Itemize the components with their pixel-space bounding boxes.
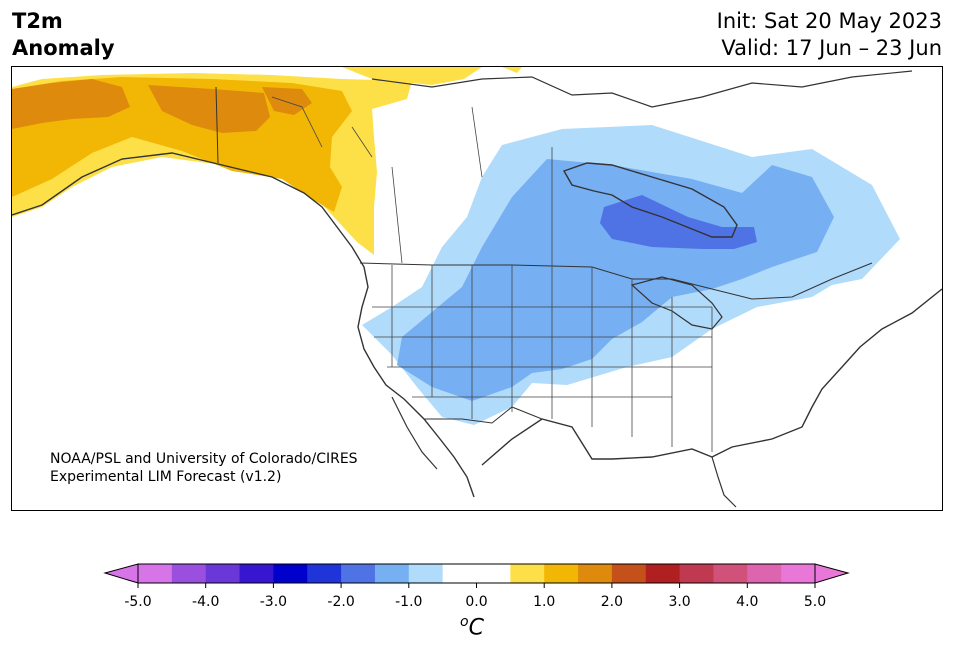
alaska-border xyxy=(215,86,219,164)
forecast-dates: Init: Sat 20 May 2023 Valid: 17 Jun – 23… xyxy=(717,8,942,62)
colorbar-bin xyxy=(374,564,410,583)
colorbar-units: oC xyxy=(460,614,484,640)
colorbar-tick-label: 5.0 xyxy=(804,594,826,610)
colorbar-under-arrow xyxy=(103,563,139,584)
colorbar-tick-label: -5.0 xyxy=(124,594,151,610)
init-date: Init: Sat 20 May 2023 xyxy=(716,9,942,33)
title-variable: T2m xyxy=(12,9,63,33)
cool-anomaly-2 xyxy=(397,159,834,401)
colorbar-bin xyxy=(781,564,816,583)
colorbar-tick-label: 0.0 xyxy=(465,594,487,610)
attribution-line-1: NOAA/PSL and University of Colorado/CIRE… xyxy=(50,451,358,467)
hudson-bay xyxy=(562,162,738,238)
warm-anomaly-4 xyxy=(148,85,270,133)
cool-anomaly-3 xyxy=(600,195,757,249)
colorbar-bin xyxy=(713,564,748,583)
colorbar-bin xyxy=(476,564,511,583)
colorbar-tick-label: 2.0 xyxy=(601,594,623,610)
map-title: T2m Anomaly xyxy=(12,8,115,62)
colorbar-tick-label: 1.0 xyxy=(533,594,555,610)
state-lines xyxy=(372,265,713,452)
colorbar-bin xyxy=(205,564,241,583)
colorbar-over-arrow xyxy=(814,563,850,584)
colorbar-tick-label: -4.0 xyxy=(192,594,219,610)
colorbar-bin xyxy=(747,564,782,583)
colorbar-bin xyxy=(645,564,681,583)
canada-us-border xyxy=(359,262,873,300)
attribution: NOAA/PSL and University of Colorado/CIRE… xyxy=(50,450,358,486)
colorbar-bin xyxy=(679,564,714,583)
title-type: Anomaly xyxy=(12,36,115,60)
warm-anomaly-top xyxy=(342,67,482,85)
warm-anomaly-top-2 xyxy=(502,67,522,73)
colorbar-bin xyxy=(442,564,477,583)
colorbar-tick-label: -1.0 xyxy=(395,594,422,610)
units-degree: o xyxy=(460,614,469,630)
coastline-baja xyxy=(391,396,438,470)
colorbar-bin xyxy=(138,564,173,583)
map-panel: NOAA/PSL and University of Colorado/CIRE… xyxy=(11,66,943,511)
colorbar-bin xyxy=(611,564,647,583)
us-mexico-border xyxy=(424,406,543,424)
arctic-coast xyxy=(371,70,913,108)
colorbar-bin xyxy=(510,564,545,583)
colorbar-tick-label: -2.0 xyxy=(327,594,354,610)
colorbar-tick-label: 4.0 xyxy=(736,594,758,610)
colorbar-bin xyxy=(239,564,274,583)
colorbar-bin xyxy=(544,564,579,583)
coastline-gulf xyxy=(481,288,942,466)
colorbar-bin xyxy=(273,564,308,583)
attribution-line-2: Experimental LIM Forecast (v1.2) xyxy=(50,469,282,485)
warm-anomaly-5 xyxy=(262,87,312,115)
colorbar-tick-label: 3.0 xyxy=(668,594,690,610)
coastline-west xyxy=(12,152,475,498)
valid-period: Valid: 17 Jun – 23 Jun xyxy=(721,36,942,60)
colorbar-bin xyxy=(341,564,376,583)
colorbar-bin xyxy=(408,564,444,583)
warm-anomaly-3 xyxy=(12,79,130,129)
coastline-florida xyxy=(711,456,737,508)
colorbar-bin xyxy=(578,564,613,583)
colorbar-bin xyxy=(171,564,207,583)
colorbar-bin xyxy=(307,564,342,583)
units-letter: C xyxy=(468,615,484,641)
colorbar-tick-label: -3.0 xyxy=(260,594,287,610)
colorbar: -5.0 -4.0 -3.0 -2.0 -1.0 0.0 1.0 2.0 3.0 4.0 5.0 xyxy=(103,563,850,610)
province-lines xyxy=(271,96,553,265)
anomaly-map xyxy=(12,67,942,508)
